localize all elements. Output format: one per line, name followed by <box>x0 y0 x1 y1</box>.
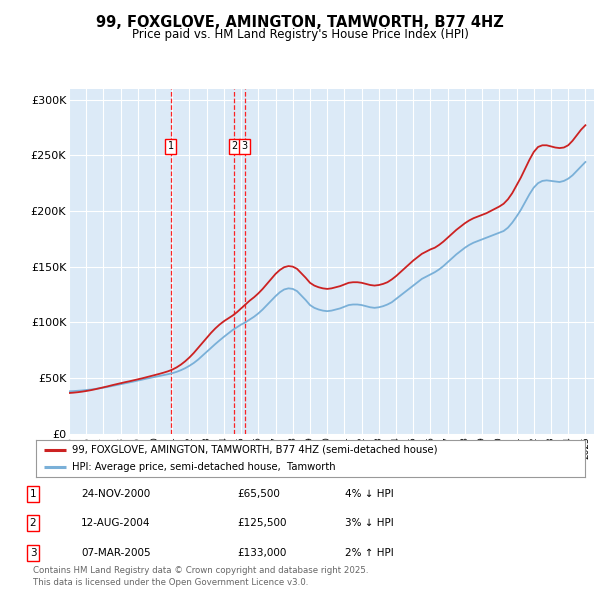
Text: 4% ↓ HPI: 4% ↓ HPI <box>345 489 394 499</box>
Text: HPI: Average price, semi-detached house,  Tamworth: HPI: Average price, semi-detached house,… <box>71 462 335 472</box>
Text: 1: 1 <box>167 142 173 152</box>
Text: 2% ↑ HPI: 2% ↑ HPI <box>345 548 394 558</box>
Text: Price paid vs. HM Land Registry's House Price Index (HPI): Price paid vs. HM Land Registry's House … <box>131 28 469 41</box>
Text: £133,000: £133,000 <box>237 548 286 558</box>
Text: £125,500: £125,500 <box>237 519 287 528</box>
Text: 2: 2 <box>29 519 37 528</box>
Text: Contains HM Land Registry data © Crown copyright and database right 2025.
This d: Contains HM Land Registry data © Crown c… <box>33 566 368 587</box>
Text: £65,500: £65,500 <box>237 489 280 499</box>
Text: 2: 2 <box>231 142 238 152</box>
Text: 12-AUG-2004: 12-AUG-2004 <box>81 519 151 528</box>
Text: 24-NOV-2000: 24-NOV-2000 <box>81 489 150 499</box>
Text: 3% ↓ HPI: 3% ↓ HPI <box>345 519 394 528</box>
Text: 1: 1 <box>29 489 37 499</box>
Text: 99, FOXGLOVE, AMINGTON, TAMWORTH, B77 4HZ: 99, FOXGLOVE, AMINGTON, TAMWORTH, B77 4H… <box>96 15 504 30</box>
Text: 3: 3 <box>29 548 37 558</box>
Text: 3: 3 <box>242 142 248 152</box>
Text: 07-MAR-2005: 07-MAR-2005 <box>81 548 151 558</box>
Text: 99, FOXGLOVE, AMINGTON, TAMWORTH, B77 4HZ (semi-detached house): 99, FOXGLOVE, AMINGTON, TAMWORTH, B77 4H… <box>71 445 437 455</box>
